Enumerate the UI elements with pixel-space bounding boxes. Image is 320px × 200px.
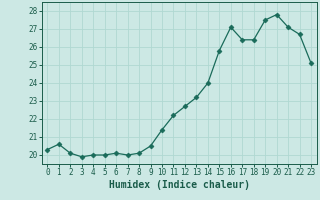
X-axis label: Humidex (Indice chaleur): Humidex (Indice chaleur) [109, 180, 250, 190]
